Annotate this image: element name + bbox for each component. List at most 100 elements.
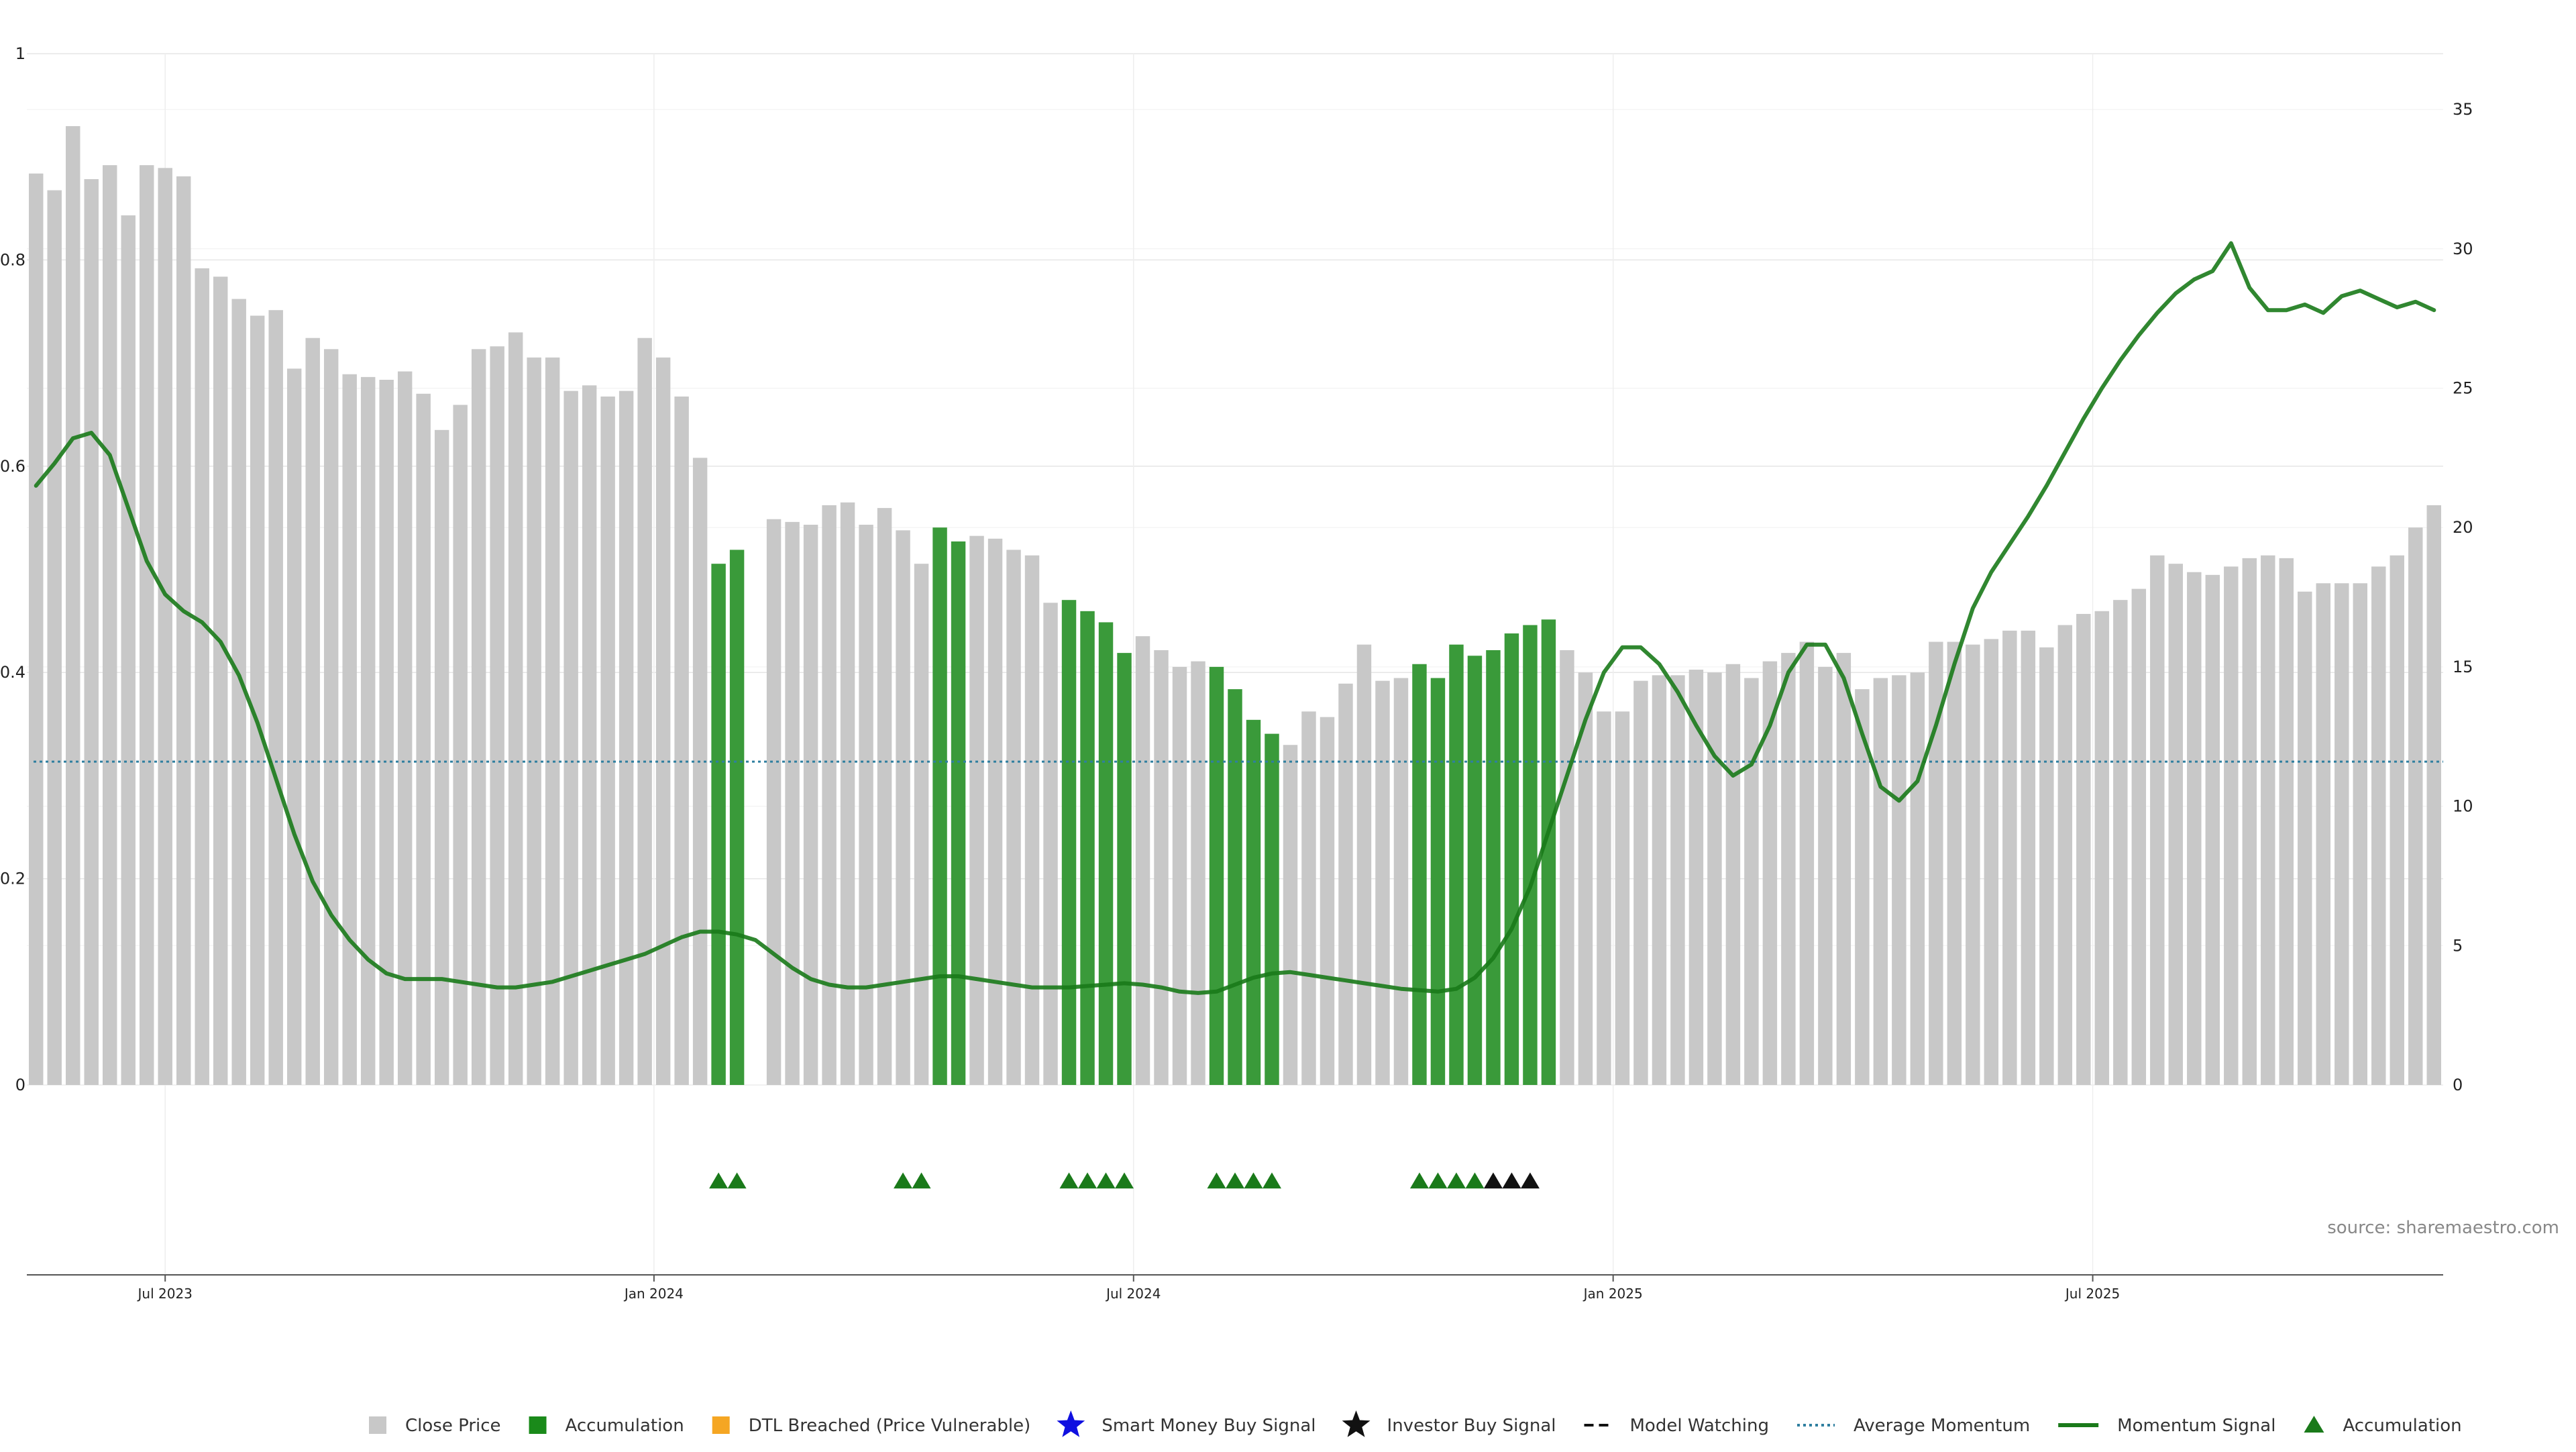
close-price-bar [342,374,357,1085]
close-price-bar [379,380,394,1085]
close-price-bar [1892,675,1907,1085]
close-price-bar [1725,664,1741,1085]
x-axis-tick-label: Jan 2025 [1582,1286,1643,1302]
close-price-bar [490,346,504,1085]
accumulation-marker-triangle [1409,1172,1429,1189]
accumulation-bar [711,564,726,1085]
close-price-bar [1929,641,1943,1085]
close-price-bar [84,178,99,1086]
investor-marker-triangle [1520,1172,1540,1189]
close-price-bar [2224,566,2239,1085]
star-icon [1057,1410,1085,1437]
close-price-bar [877,508,892,1085]
close-price-bar [103,165,117,1086]
right-axis-tick-label: 30 [2453,240,2473,258]
close-price-bar [47,190,62,1086]
legend-item-accum: Accumulation [529,1416,684,1436]
legend-item-investor: Investor Buy Signal [1342,1410,1556,1437]
close-price-bar [1615,711,1630,1085]
close-price-bar [121,215,136,1085]
close-price-bar [434,429,449,1085]
x-axis-tick-label: Jan 2024 [623,1286,684,1302]
right-axis-tick-label: 10 [2453,797,2473,816]
accumulation-bar [1080,611,1095,1085]
accumulation-marker-triangle [1465,1172,1485,1189]
investor-marker-triangle [1483,1172,1503,1189]
close-price-bar [286,368,302,1085]
accumulation-marker-triangle [1244,1172,1263,1189]
accumulation-bar [1504,633,1519,1085]
x-axis-tick-label: Jul 2025 [2064,1286,2120,1302]
legend-label: Smart Money Buy Signal [1102,1416,1316,1436]
close-price-bar [1799,641,1815,1085]
accumulation-bar [1228,689,1242,1085]
close-price-bar [1873,678,1888,1085]
left-axis-tick-label: 1 [15,44,25,63]
accumulation-marker-triangle [1115,1172,1134,1189]
close-price-bar [2279,558,2294,1085]
close-price-bar [2002,630,2017,1085]
close-price-bar [1191,661,1205,1085]
accumulation-bar [729,550,745,1085]
close-price-bar [2298,591,2312,1085]
close-price-bar [582,385,597,1085]
close-price-bar [2094,611,2110,1085]
close-price-bar [600,396,615,1085]
accumulation-bar [951,541,966,1085]
accumulation-marker-triangle [1226,1172,1244,1189]
accumulation-bar [1486,650,1501,1085]
close-price-bar [158,168,172,1086]
close-price-bar [140,165,154,1086]
close-price-bar [1984,639,1999,1085]
accumulation-bar [932,527,947,1085]
close-price-bar [1597,711,1611,1085]
close-price-bar [2131,588,2147,1085]
legend-label: Momentum Signal [2117,1416,2275,1436]
close-price-bar [545,357,560,1085]
close-price-bar [655,357,671,1085]
close-price-bar [2316,583,2330,1085]
close-price-bar [674,396,689,1085]
accumulation-bar [1412,664,1427,1085]
accumulation-bar [1430,678,1446,1085]
accumulation-marker-triangle [1262,1172,1281,1189]
close-price-bar [1633,680,1648,1085]
close-price-bar [213,276,228,1085]
left-axis-tick-label: 0.8 [0,250,25,269]
close-price-bar [987,538,1003,1085]
close-price-bar [1320,717,1335,1085]
accumulation-bar [1117,653,1132,1085]
square-icon [369,1416,386,1434]
close-price-bar [2334,583,2349,1085]
close-price-bar [1781,653,1796,1085]
markers-layer [709,1172,1540,1189]
close-price-bar [785,521,800,1085]
close-price-bar [1356,644,1372,1085]
close-price-bar [1652,675,1667,1085]
square-icon [529,1416,547,1434]
close-price-bar [1006,550,1021,1085]
right-axis-tick-label: 35 [2453,100,2473,119]
close-price-bar [453,405,468,1085]
close-price-bar [2242,558,2257,1085]
left-axis-tick-label: 0.6 [0,457,25,476]
accumulation-marker-triangle [1096,1172,1116,1189]
close-price-bar [1855,689,1870,1085]
left-axis-tick-label: 0.2 [0,870,25,888]
accumulation-bar [1541,619,1556,1085]
close-price-bar [1301,711,1316,1085]
close-price-bar [2426,505,2441,1085]
close-price-bar [1338,683,1353,1085]
accumulation-bar [1523,625,1538,1085]
right-axis-tick-label: 20 [2453,518,2473,537]
close-price-bar [1283,745,1298,1085]
close-price-bar [803,525,818,1085]
close-price-bar [527,357,541,1085]
close-price-bar [766,519,782,1085]
accumulation-marker-triangle [1428,1172,1448,1189]
square-icon [712,1416,730,1434]
accumulation-marker-triangle [727,1172,747,1189]
